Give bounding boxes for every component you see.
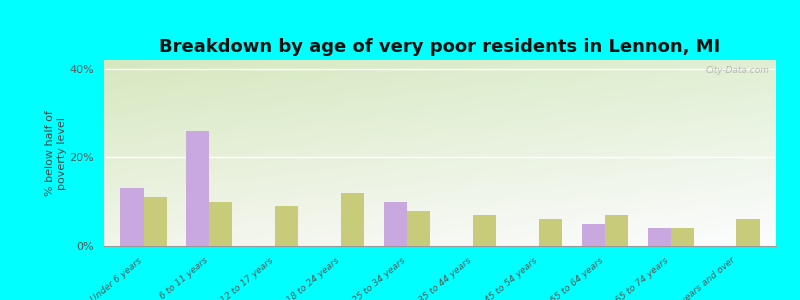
Bar <box>407 211 430 246</box>
Bar <box>143 197 166 246</box>
Bar <box>384 202 407 246</box>
Bar <box>582 224 605 246</box>
Bar <box>275 206 298 246</box>
Bar <box>341 193 364 246</box>
Bar <box>737 219 759 246</box>
Text: City-Data.com: City-Data.com <box>706 66 770 75</box>
Title: Breakdown by age of very poor residents in Lennon, MI: Breakdown by age of very poor residents … <box>159 38 721 56</box>
Bar <box>210 202 233 246</box>
Bar <box>647 228 670 246</box>
Bar <box>539 219 562 246</box>
Y-axis label: % below half of
poverty level: % below half of poverty level <box>45 110 66 196</box>
Bar <box>473 215 496 246</box>
Bar <box>605 215 628 246</box>
Bar <box>670 228 694 246</box>
Bar <box>186 131 210 246</box>
Bar <box>121 188 143 246</box>
